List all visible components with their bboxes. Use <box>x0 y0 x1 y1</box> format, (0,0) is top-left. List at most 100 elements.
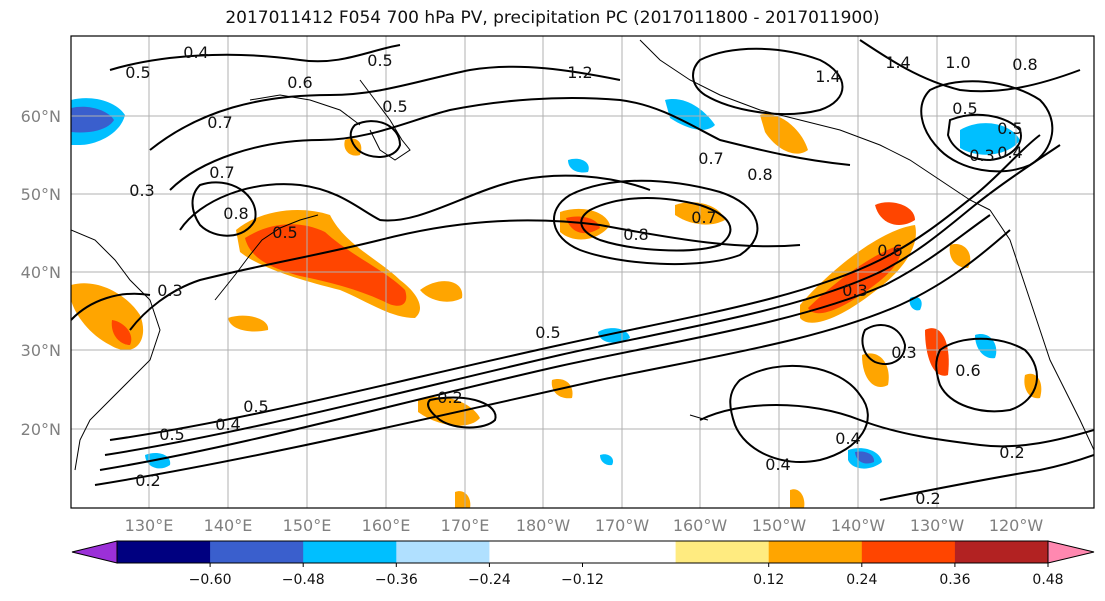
contour-label: 0.3 <box>129 181 154 200</box>
map-panel: 0.40.50.60.70.70.80.50.30.30.51.20.51.41… <box>71 36 1094 508</box>
contour-label: 0.4 <box>835 429 860 448</box>
contour-label: 0.5 <box>243 397 268 416</box>
contour-label: 0.5 <box>535 323 560 342</box>
shade-south-2 <box>790 489 805 508</box>
shade-east-3 <box>862 353 889 387</box>
contour-label: 0.2 <box>915 489 940 508</box>
lat-tick-label: 40°N <box>21 263 61 282</box>
shade-neg-small-2 <box>600 454 614 466</box>
coast-north-america <box>989 209 1094 451</box>
colorbar-bin <box>768 541 863 563</box>
colorbar-tick-label: −0.24 <box>468 572 511 588</box>
colorbar-bin <box>675 541 770 563</box>
contour-label: 0.2 <box>437 388 462 407</box>
shade-north-pacific-1b <box>566 216 600 234</box>
shade-small-1 <box>228 315 269 332</box>
contour-label: 0.6 <box>955 361 980 380</box>
contour-label: 0.2 <box>135 471 160 490</box>
contour-label: 0.5 <box>159 425 184 444</box>
colorbar-tick-label: 0.36 <box>939 572 970 588</box>
contour-label: 0.5 <box>125 63 150 82</box>
colorbar-tick-label: 0.24 <box>846 572 877 588</box>
pv-contours <box>71 39 1094 501</box>
contour-label: 0.5 <box>367 51 392 70</box>
pv-contour-labels: 0.40.50.60.70.70.80.50.30.30.51.20.51.41… <box>125 43 1037 508</box>
lon-tick-label: 140°E <box>204 516 253 535</box>
contour-label: 0.4 <box>183 43 208 62</box>
colorbar-bin <box>303 541 397 563</box>
contour-label: 0.7 <box>209 163 234 182</box>
shade-nw-pacific <box>420 281 463 302</box>
shade-west-edge-core <box>111 320 132 345</box>
colorbar-tick-label: −0.36 <box>375 572 418 588</box>
lon-tick-label: 160°W <box>673 516 728 535</box>
colorbar-bin <box>210 541 304 563</box>
lat-tick-label: 50°N <box>21 185 61 204</box>
lon-tick-label: 170°W <box>595 516 650 535</box>
coastlines <box>71 39 1094 471</box>
colorbar-extend-high <box>1047 540 1095 564</box>
shade-japan-east-core <box>245 224 407 306</box>
map-frame <box>70 35 1095 509</box>
contour-label: 0.5 <box>997 119 1022 138</box>
lon-tick-label: 170°E <box>441 516 490 535</box>
contour-label: 1.2 <box>567 63 592 82</box>
shade-neg-north <box>665 99 715 130</box>
contour-label: 1.4 <box>885 53 910 72</box>
shade-ne-pacific-top <box>875 202 915 225</box>
colorbar-extend-low <box>71 540 118 564</box>
contour-label: 0.7 <box>691 208 716 227</box>
colorbar-tick-label: −0.12 <box>561 572 604 588</box>
shade-neg-small-1 <box>568 158 589 173</box>
contour-label: 0.5 <box>272 223 297 242</box>
colorbar-tick-label: 0.12 <box>753 572 784 588</box>
contour-label: 1.0 <box>945 53 970 72</box>
contour-label: 0.5 <box>952 99 977 118</box>
contour-label: 0.3 <box>969 146 994 165</box>
lon-tick-label: 130°E <box>125 516 174 535</box>
colorbar-bin <box>489 541 583 563</box>
contour-label: 0.3 <box>891 343 916 362</box>
contour-label: 0.8 <box>623 225 648 244</box>
contour-label: 0.7 <box>207 113 232 132</box>
longitude-ticks: 130°E 140°E 150°E 160°E 170°E 180°W 170°W 160°W… <box>125 516 1044 535</box>
shade-neg-ne <box>960 123 1020 155</box>
lat-tick-label: 60°N <box>21 107 61 126</box>
contour-label: 0.8 <box>747 165 772 184</box>
lon-tick-label: 180°W <box>516 516 571 535</box>
contour-label: 0.4 <box>997 143 1022 162</box>
contour-label: 0.8 <box>1012 55 1037 74</box>
contour-label: 0.8 <box>223 204 248 223</box>
colorbar: −0.60 −0.48 −0.36 −0.24 −0.12 0.12 0.24 0.36 0.4… <box>71 540 1095 588</box>
coast-kamchatka <box>359 79 411 161</box>
colorbar-bin <box>396 541 490 563</box>
coast-sea-okhotsk <box>249 94 361 126</box>
lon-tick-label: 130°W <box>910 516 965 535</box>
colorbar-bin <box>954 541 1049 563</box>
colorbar-bin <box>582 541 677 563</box>
contour-label: 0.7 <box>698 149 723 168</box>
contour-label: 0.4 <box>215 415 240 434</box>
lat-tick-label: 30°N <box>21 341 61 360</box>
shade-aleutian <box>760 114 808 154</box>
contour-label: 0.2 <box>999 443 1024 462</box>
shade-neg-nw-core <box>71 106 114 133</box>
lon-tick-label: 160°E <box>362 516 411 535</box>
contour-label: 0.6 <box>877 241 902 260</box>
colorbar-tick-label: −0.48 <box>282 572 325 588</box>
figure-title: 2017011412 F054 700 hPa PV, precipitatio… <box>225 8 880 28</box>
lon-tick-label: 120°W <box>989 516 1044 535</box>
shade-neg-south-core <box>855 451 875 464</box>
colorbar-bin <box>117 541 211 563</box>
coast-japan <box>214 214 319 301</box>
contour-label: 1.4 <box>815 67 840 86</box>
contour-label: 0.5 <box>382 97 407 116</box>
colorbar-tick-label: −0.60 <box>189 572 232 588</box>
lon-tick-label: 150°E <box>283 516 332 535</box>
lon-tick-label: 140°W <box>831 516 886 535</box>
colorbar-bin <box>861 541 956 563</box>
contour-label: 0.4 <box>765 455 790 474</box>
contour-label: 0.6 <box>287 73 312 92</box>
shade-east-1 <box>949 244 971 268</box>
latitude-ticks: 60°N 50°N 40°N 30°N 20°N <box>21 107 61 439</box>
